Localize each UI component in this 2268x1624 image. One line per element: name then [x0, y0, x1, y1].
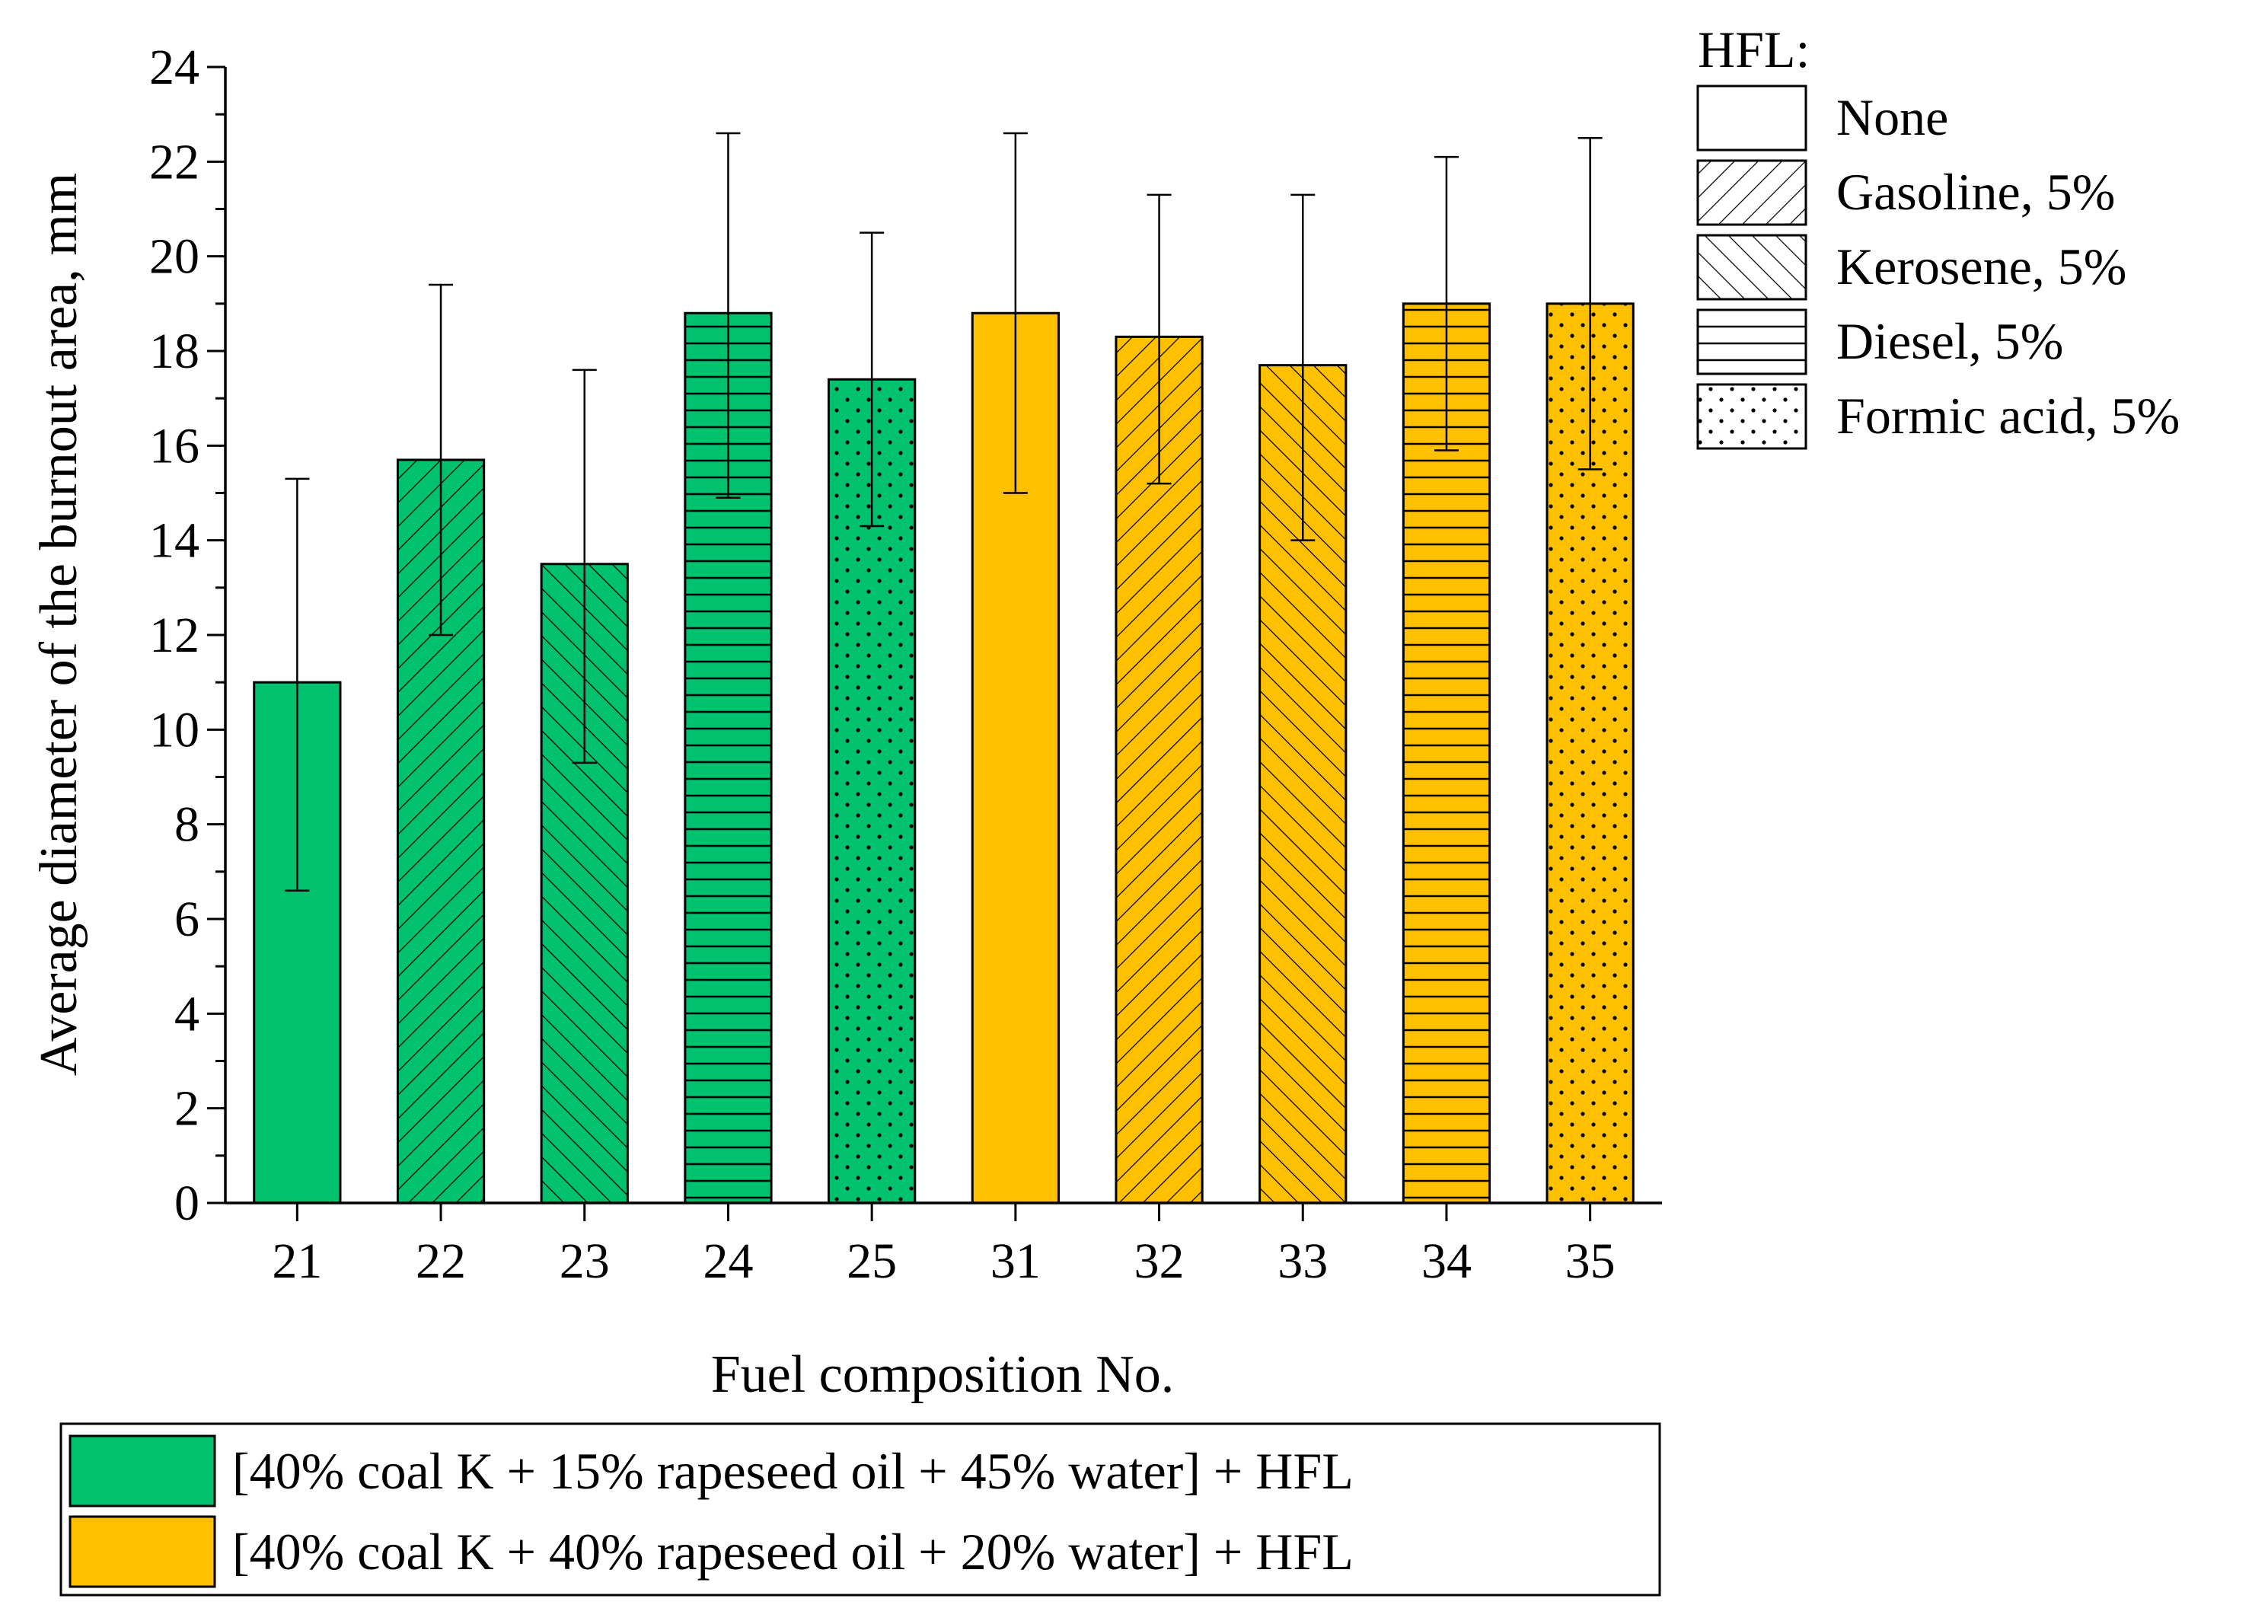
x-tick-label-25: 25: [847, 1233, 897, 1289]
hfl-swatch-kerosene: [1696, 234, 1807, 301]
hfl-legend-label-diesel: Diesel, 5%: [1836, 312, 2063, 370]
composition-legend-frame: [59, 1422, 1661, 1597]
hfl-swatch-diesel: [1696, 308, 1807, 375]
x-tick-label-32: 32: [1134, 1233, 1185, 1289]
y-tick-label-4: 4: [174, 986, 199, 1042]
hfl-swatch-formic: [1696, 383, 1807, 450]
y-tick-label-10: 10: [149, 702, 199, 758]
composition-legend-label-1: [40% coal K + 40% rapeseed oil + 20% wat…: [232, 1523, 1354, 1581]
hfl-legend-label-none: None: [1836, 88, 1948, 146]
x-tick-label-33: 33: [1278, 1233, 1328, 1289]
x-tick-label-21: 21: [272, 1233, 322, 1289]
bar-pattern-34: [1403, 303, 1490, 1203]
y-tick-label-14: 14: [149, 513, 199, 569]
hfl-swatch-pattern-gasoline: [1698, 161, 1806, 225]
y-tick-label-12: 12: [149, 608, 199, 663]
x-tick-label-24: 24: [703, 1233, 753, 1289]
error-bars-layer: [285, 132, 1603, 892]
x-tick-label-34: 34: [1421, 1233, 1472, 1289]
hfl-legend-label-gasoline: Gasoline, 5%: [1836, 163, 2115, 221]
y-axis-title: Average diameter of the burnout area, mm: [30, 173, 88, 1076]
y-tick-label-16: 16: [149, 418, 199, 474]
hfl-swatch-gasoline: [1696, 159, 1807, 226]
x-tick-label-31: 31: [990, 1233, 1041, 1289]
y-tick-label-20: 20: [149, 229, 199, 285]
hfl-legend-title: HFL:: [1698, 21, 1810, 78]
hfl-legend-label-kerosene: Kerosene, 5%: [1836, 238, 2126, 295]
y-tick-label-18: 18: [149, 324, 199, 379]
bars-layer: [253, 302, 1635, 1204]
composition-legend: [40% coal K + 15% rapeseed oil + 45% wat…: [59, 1422, 1661, 1597]
x-axis-title: Fuel composition No.: [711, 1345, 1175, 1404]
hfl-swatch-pattern-formic: [1698, 384, 1806, 448]
composition-swatch-0: [69, 1434, 216, 1508]
y-tick-label-6: 6: [174, 892, 199, 947]
y-tick-label-8: 8: [174, 797, 199, 853]
hfl-swatch-bg-none: [1698, 86, 1806, 150]
hfl-swatch-pattern-kerosene: [1698, 235, 1806, 299]
y-tick-label-22: 22: [149, 134, 199, 190]
hfl-legend: HFL: None Gasoline, 5% Kerosene, 5% Diesel,…: [1696, 21, 2180, 450]
axes-layer: [207, 65, 1662, 1221]
composition-legend-label-0: [40% coal K + 15% rapeseed oil + 45% wat…: [232, 1442, 1354, 1500]
x-tick-label-35: 35: [1565, 1233, 1616, 1289]
y-tick-label-24: 24: [149, 40, 199, 95]
x-tick-labels: 21 22 23 24 25 31 32 33 34 35: [272, 1233, 1615, 1289]
hfl-swatch-none: [1696, 85, 1807, 152]
x-tick-label-23: 23: [560, 1233, 610, 1289]
x-tick-label-22: 22: [416, 1233, 466, 1289]
hfl-legend-label-formic: Formic acid, 5%: [1836, 387, 2180, 445]
y-tick-label-0: 0: [174, 1176, 199, 1231]
hfl-swatch-pattern-diesel: [1698, 310, 1806, 374]
y-tick-label-2: 2: [174, 1081, 199, 1137]
composition-swatch-1: [69, 1515, 216, 1588]
